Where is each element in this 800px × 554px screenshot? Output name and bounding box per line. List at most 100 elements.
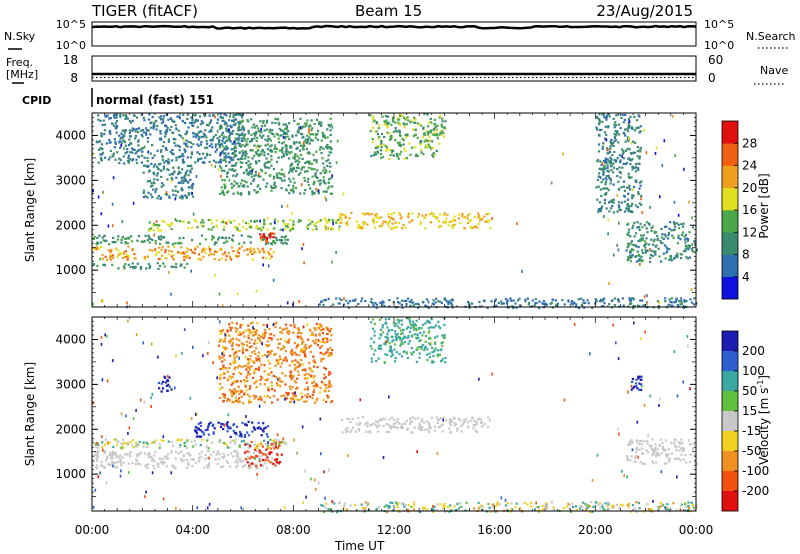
data-cell xyxy=(403,123,406,126)
data-cell xyxy=(292,187,295,190)
data-cell xyxy=(112,236,115,239)
data-cell xyxy=(418,345,421,349)
data-cell xyxy=(276,239,279,242)
data-cell xyxy=(416,122,419,125)
data-cell xyxy=(312,339,315,342)
data-cell xyxy=(408,340,411,343)
data-cell xyxy=(183,148,186,151)
data-cell xyxy=(247,222,250,225)
data-cell xyxy=(154,248,157,251)
data-cell xyxy=(393,343,397,346)
data-cell xyxy=(233,357,236,360)
data-cell xyxy=(119,115,122,118)
data-cell xyxy=(136,455,139,458)
data-cell xyxy=(300,168,303,171)
data-cell xyxy=(148,113,151,116)
data-cell xyxy=(134,135,137,138)
data-cell xyxy=(375,303,378,306)
data-cell xyxy=(429,426,432,429)
data-cell xyxy=(608,176,611,179)
data-cell xyxy=(266,323,269,326)
data-cell xyxy=(319,219,322,222)
data-cell xyxy=(622,149,625,152)
data-cell xyxy=(626,259,629,262)
data-cell xyxy=(414,302,418,305)
data-cell xyxy=(276,461,279,464)
data-cell xyxy=(157,163,160,166)
data-cell xyxy=(297,173,300,176)
data-cell xyxy=(267,135,270,138)
data-cell xyxy=(255,357,258,360)
data-cell xyxy=(230,186,233,189)
data-cell xyxy=(630,240,633,243)
data-cell xyxy=(256,467,259,470)
data-cell xyxy=(284,238,287,241)
data-cell xyxy=(262,149,265,152)
data-cell xyxy=(232,120,235,123)
data-cell xyxy=(253,361,256,364)
data-cell xyxy=(298,126,301,129)
data-cell xyxy=(679,257,683,260)
data-cell xyxy=(296,130,299,133)
data-cell xyxy=(651,438,654,441)
data-cell xyxy=(329,372,332,375)
data-cell xyxy=(388,157,391,161)
data-cell xyxy=(298,160,301,163)
data-cell xyxy=(310,133,313,136)
data-cell xyxy=(305,400,308,403)
data-cell xyxy=(246,185,249,188)
data-cell xyxy=(600,194,603,197)
data-cell xyxy=(234,366,237,369)
data-cell xyxy=(645,237,648,240)
data-cell xyxy=(164,124,167,127)
data-cell xyxy=(390,227,393,230)
data-cell xyxy=(271,401,274,404)
data-cell xyxy=(209,453,212,456)
data-cell xyxy=(388,138,391,141)
data-cell xyxy=(633,151,636,154)
data-cell xyxy=(136,239,139,242)
data-cell xyxy=(428,145,431,148)
data-cell xyxy=(152,222,156,225)
nave-tick-bottom: 0 xyxy=(708,71,716,85)
data-cell xyxy=(373,322,376,326)
data-cell xyxy=(603,198,607,202)
data-cell xyxy=(289,350,292,353)
data-cell xyxy=(167,253,170,256)
data-cell xyxy=(683,238,687,241)
data-cell xyxy=(604,177,607,180)
data-cell xyxy=(472,427,475,430)
data-cell xyxy=(330,228,333,231)
data-cell xyxy=(106,114,109,117)
data-cell xyxy=(328,125,331,128)
data-cell xyxy=(254,367,257,370)
data-cell xyxy=(442,213,446,216)
data-cell xyxy=(221,119,224,122)
data-cell xyxy=(217,457,220,461)
data-cell xyxy=(162,115,166,118)
data-cell xyxy=(427,300,430,304)
data-cell xyxy=(386,124,389,127)
data-cell xyxy=(615,159,618,162)
data-cell xyxy=(145,464,148,467)
data-cell xyxy=(190,116,193,119)
data-cell xyxy=(247,328,250,331)
data-cell xyxy=(312,384,315,387)
data-cell xyxy=(191,195,195,198)
data-cell xyxy=(160,248,163,251)
data-cell xyxy=(603,159,606,163)
data-cell xyxy=(146,136,149,140)
data-cell xyxy=(326,147,329,150)
data-cell xyxy=(625,207,628,210)
data-cell xyxy=(314,341,317,344)
data-cell xyxy=(417,336,420,339)
data-cell xyxy=(288,152,291,155)
data-cell xyxy=(244,380,247,383)
data-cell xyxy=(196,126,199,129)
data-cell xyxy=(145,267,148,270)
data-cell xyxy=(689,453,692,456)
data-cell xyxy=(372,304,375,307)
data-cell xyxy=(412,320,415,323)
data-cell xyxy=(259,120,262,123)
